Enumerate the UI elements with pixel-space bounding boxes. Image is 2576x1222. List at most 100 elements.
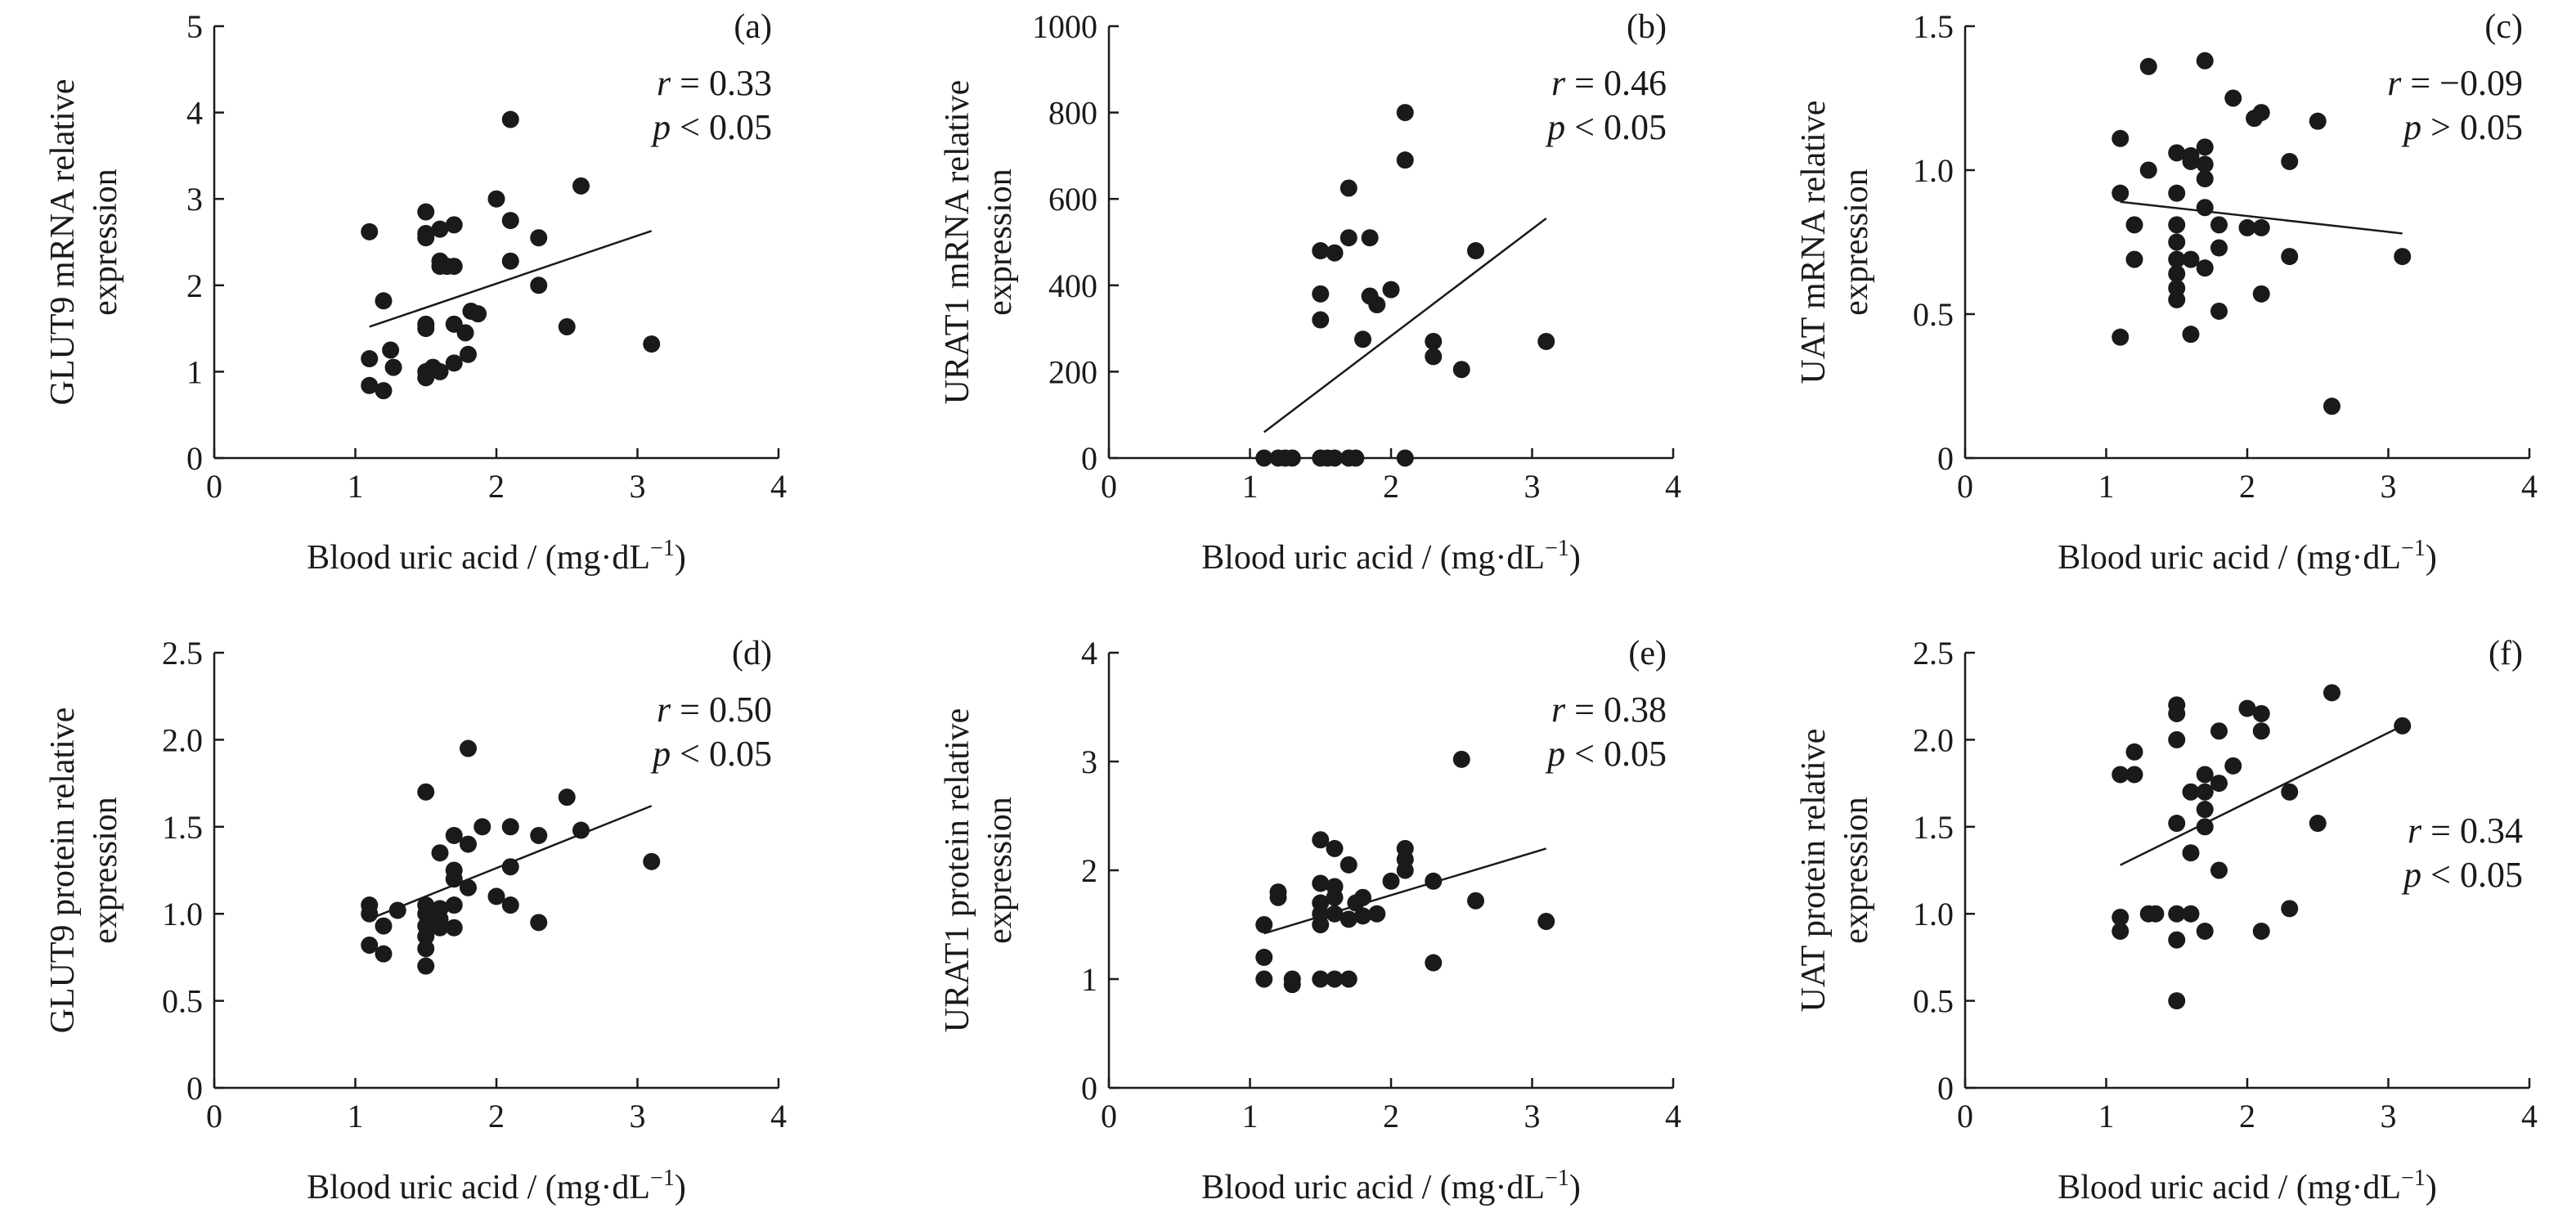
data-point (487, 190, 505, 208)
data-point (2210, 216, 2228, 234)
data-point (1312, 970, 1330, 988)
x-tick-label: 0 (206, 468, 222, 505)
data-point (2238, 699, 2256, 717)
data-point (2168, 250, 2186, 268)
x-tick-label: 3 (630, 1098, 646, 1134)
stat-p-value: < 0.05 (2421, 855, 2523, 895)
data-point (2252, 704, 2270, 722)
data-point (2323, 398, 2340, 416)
x-tick-label: 1 (348, 468, 364, 505)
stat-r: r = 0.33 (657, 63, 772, 103)
data-point (2196, 199, 2214, 217)
data-point (361, 937, 379, 955)
y-tick-label: 1.5 (1913, 8, 1954, 45)
data-point (2252, 922, 2270, 940)
data-point (1425, 332, 1443, 350)
data-point (375, 945, 393, 963)
data-point (2210, 722, 2228, 740)
y-axis-title-line1: UAT protein relative (1795, 729, 1833, 1013)
panel-b: 0 200 400 600 800 1000 0 1 2 3 4 Blood uric acid / … (939, 8, 1681, 577)
data-point (445, 919, 463, 937)
stat-p-symbol: p (650, 107, 671, 147)
y-tick-label: 3 (186, 181, 203, 218)
x-axis-title: Blood uric acid / (mg·dL−1) (307, 536, 686, 577)
data-point (2182, 326, 2200, 344)
data-point (1255, 970, 1273, 988)
y-tick-label: 2 (186, 267, 203, 304)
x-axis-title-close: ) (2426, 1169, 2437, 1206)
data-point (445, 896, 463, 914)
data-point (2252, 104, 2270, 122)
x-tick-label: 1 (1242, 468, 1259, 505)
x-axis-title: Blood uric acid / (mg·dL−1) (1201, 1166, 1581, 1206)
data-point (417, 320, 435, 338)
data-point (2224, 89, 2242, 107)
x-tick-label: 2 (2239, 1098, 2255, 1134)
data-point (388, 901, 406, 919)
y-tick-label: 0 (1937, 440, 1954, 477)
data-point (460, 878, 477, 896)
data-point (2168, 931, 2186, 949)
x-axis-title-exp: −1 (650, 1166, 675, 1191)
data-point (2168, 216, 2186, 234)
data-point (2196, 138, 2214, 156)
data-point (1312, 242, 1330, 260)
stat-r-symbol: r (657, 63, 671, 103)
y-axis-title-line2: expression (87, 797, 124, 944)
y-tick-label: 0.5 (1913, 983, 1954, 1020)
stat-p: p < 0.05 (650, 734, 772, 774)
data-point (384, 358, 402, 376)
stat-r-value: = 0.38 (1565, 690, 1667, 730)
data-point (2168, 144, 2186, 162)
data-point (417, 229, 435, 247)
data-point (2238, 218, 2256, 236)
panel-c: 0 0.5 1.0 1.5 0 1 2 3 4 Blood uric acid / (mg·dL−… (1795, 8, 2538, 577)
y-axis-title-line1: URAT1 protein relative (939, 708, 976, 1033)
stat-p-value: < 0.05 (671, 107, 772, 147)
data-point (643, 852, 661, 870)
data-point (2252, 218, 2270, 236)
data-point (1326, 449, 1344, 467)
data-point (1255, 948, 1273, 966)
data-point (1425, 348, 1443, 366)
y-tick-label: 0.5 (162, 983, 203, 1020)
data-point (2168, 992, 2186, 1010)
data-point (1537, 913, 1555, 931)
data-point (417, 957, 435, 975)
data-point (2125, 250, 2143, 268)
data-point (473, 818, 491, 836)
stat-r-symbol: r (2408, 811, 2422, 851)
data-point (2112, 184, 2129, 202)
panel-label: (f) (2488, 635, 2523, 672)
stat-r-value: = 0.34 (2421, 811, 2523, 851)
y-tick-label: 3 (1081, 744, 1097, 780)
fit-line (2120, 200, 2403, 235)
data-point (1340, 179, 1358, 197)
x-axis-title-exp: −1 (1545, 536, 1569, 561)
data-point (2168, 265, 2186, 283)
panel-a: 0 1 2 3 4 5 0 1 2 3 4 Blood uric acid / (mg·dL−1) GL… (44, 8, 787, 577)
stat-p-symbol: p (2401, 107, 2421, 147)
data-point (2125, 216, 2143, 234)
data-point (1326, 839, 1344, 857)
x-tick-label: 1 (2098, 1098, 2115, 1134)
data-point (1340, 856, 1358, 874)
panel-f: 0 0.5 1.0 1.5 2.0 2.5 0 1 2 3 4 Blood uric acid / (… (1795, 635, 2538, 1206)
x-tick-label: 4 (2521, 1098, 2538, 1134)
stat-p: p < 0.05 (1545, 734, 1667, 774)
stat-p-symbol: p (2401, 855, 2421, 895)
stat-p: p < 0.05 (650, 107, 772, 147)
data-point (572, 177, 590, 195)
y-axis-title-line2: expression (87, 168, 124, 316)
x-tick-label: 4 (1665, 468, 1681, 505)
x-tick-label: 4 (770, 468, 787, 505)
data-point (643, 335, 661, 353)
data-point (501, 110, 519, 128)
data-point (2168, 233, 2186, 251)
data-point (417, 928, 435, 946)
fit-line (2120, 725, 2403, 866)
data-point (1326, 888, 1344, 906)
data-point (2168, 905, 2186, 923)
stat-p: p < 0.05 (1545, 107, 1667, 147)
data-point (1467, 892, 1484, 910)
